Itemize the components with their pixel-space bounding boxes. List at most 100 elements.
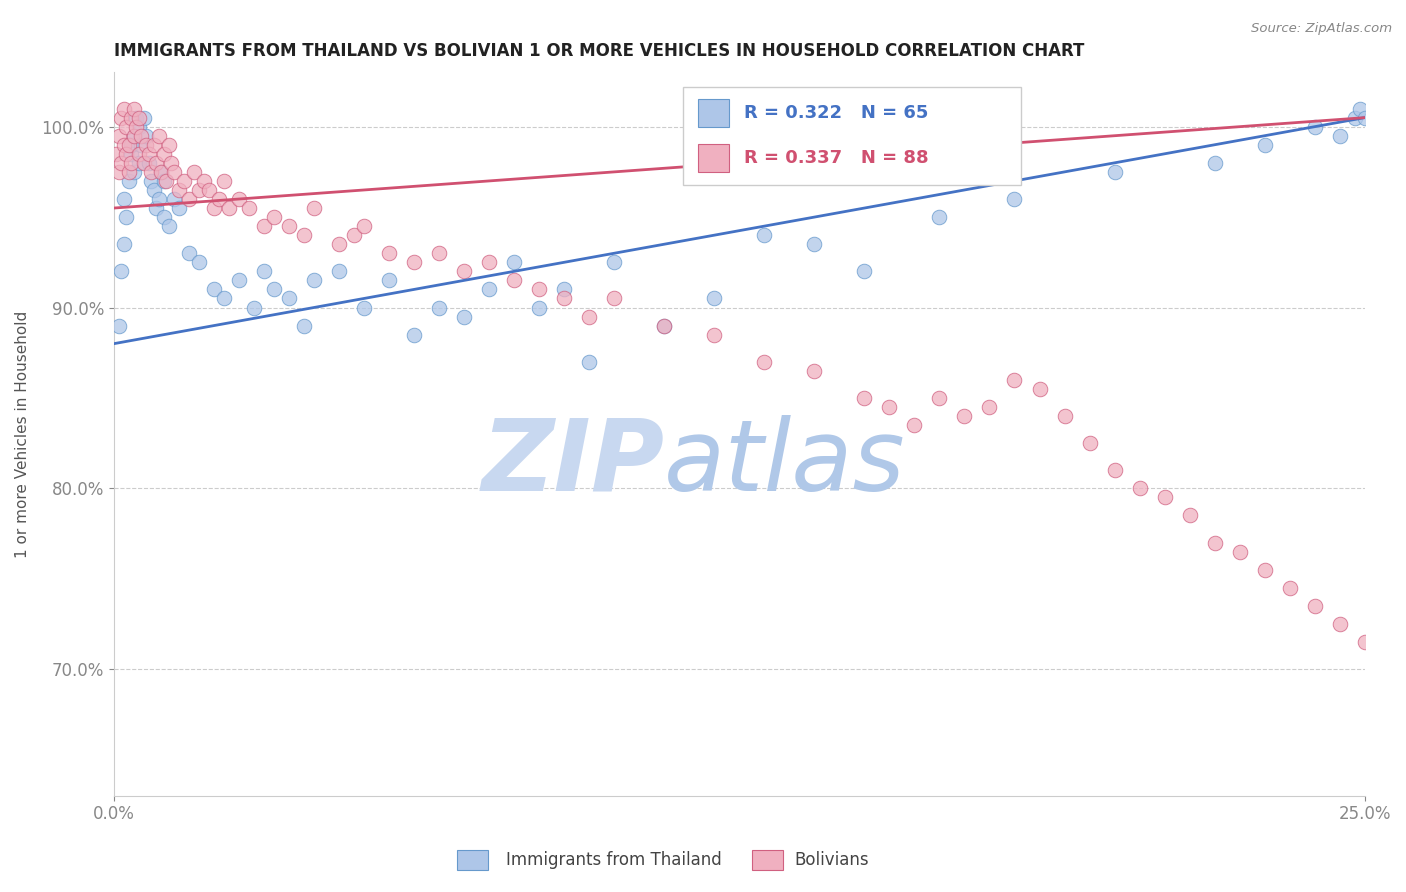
Point [110, 156, 132, 170]
Point [427, 301, 450, 315]
Y-axis label: 1 or more Vehicles in Household: 1 or more Vehicles in Household [15, 310, 30, 558]
Point [105, 146, 128, 161]
Point [187, 183, 209, 197]
Point [928, 391, 950, 405]
Point [157, 137, 180, 152]
Point [1178, 508, 1201, 523]
Point [652, 318, 675, 333]
Point [128, 120, 150, 134]
Point [118, 165, 141, 179]
Point [803, 364, 825, 378]
Point [1078, 436, 1101, 450]
Point [125, 111, 148, 125]
Point [263, 210, 285, 224]
Point [903, 418, 925, 433]
Point [108, 165, 131, 179]
Point [153, 210, 176, 224]
Point [503, 273, 526, 287]
Point [120, 156, 142, 170]
Text: R = 0.322   N = 65: R = 0.322 N = 65 [744, 104, 929, 122]
Point [527, 282, 550, 296]
Point [328, 264, 350, 278]
Point [652, 318, 675, 333]
Point [128, 111, 150, 125]
Point [115, 146, 138, 161]
Point [1329, 128, 1351, 143]
Point [1204, 156, 1226, 170]
Point [1004, 373, 1026, 387]
Point [1344, 111, 1367, 125]
Point [238, 201, 260, 215]
Point [953, 409, 976, 423]
Point [378, 273, 401, 287]
Point [1253, 563, 1275, 577]
Point [427, 246, 450, 260]
Point [703, 327, 725, 342]
Point [153, 146, 176, 161]
Point [167, 201, 190, 215]
Point [115, 120, 138, 134]
Point [125, 120, 148, 134]
Point [131, 128, 153, 143]
Point [155, 174, 177, 188]
Point [128, 146, 150, 161]
Point [553, 292, 575, 306]
Point [142, 137, 165, 152]
Text: IMMIGRANTS FROM THAILAND VS BOLIVIAN 1 OR MORE VEHICLES IN HOUSEHOLD CORRELATION: IMMIGRANTS FROM THAILAND VS BOLIVIAN 1 O… [114, 42, 1084, 60]
Point [228, 273, 250, 287]
Point [193, 174, 215, 188]
Point [503, 255, 526, 269]
Point [202, 201, 225, 215]
Point [163, 165, 186, 179]
Point [153, 174, 176, 188]
Point [278, 292, 301, 306]
Point [402, 255, 425, 269]
Point [118, 137, 141, 152]
Point [128, 156, 150, 170]
Point [302, 273, 325, 287]
Point [148, 128, 170, 143]
Point [110, 111, 132, 125]
Point [135, 137, 157, 152]
Point [218, 201, 240, 215]
Point [212, 292, 235, 306]
Point [110, 264, 132, 278]
Point [292, 318, 315, 333]
Point [150, 165, 173, 179]
Point [1204, 535, 1226, 549]
Text: Immigrants from Thailand: Immigrants from Thailand [506, 851, 721, 869]
Point [578, 310, 600, 324]
Point [1329, 617, 1351, 632]
Point [402, 327, 425, 342]
Point [177, 192, 200, 206]
Point [928, 210, 950, 224]
Point [453, 264, 475, 278]
Point [177, 246, 200, 260]
Text: R = 0.337   N = 88: R = 0.337 N = 88 [744, 149, 929, 167]
Text: Source: ZipAtlas.com: Source: ZipAtlas.com [1251, 22, 1392, 36]
Point [243, 301, 266, 315]
Point [112, 102, 135, 116]
Point [353, 219, 375, 234]
Point [112, 137, 135, 152]
Point [754, 228, 776, 243]
Point [132, 156, 155, 170]
Point [108, 128, 131, 143]
Text: atlas: atlas [664, 415, 905, 511]
Point [212, 174, 235, 188]
Point [122, 128, 145, 143]
Point [754, 355, 776, 369]
Point [173, 174, 195, 188]
Point [120, 111, 142, 125]
Point [120, 137, 142, 152]
Point [1104, 463, 1126, 477]
Point [198, 183, 221, 197]
Point [553, 282, 575, 296]
Point [187, 255, 209, 269]
Point [478, 255, 501, 269]
Point [478, 282, 501, 296]
FancyBboxPatch shape [697, 144, 730, 171]
Point [145, 201, 167, 215]
Point [138, 146, 160, 161]
Point [343, 228, 366, 243]
